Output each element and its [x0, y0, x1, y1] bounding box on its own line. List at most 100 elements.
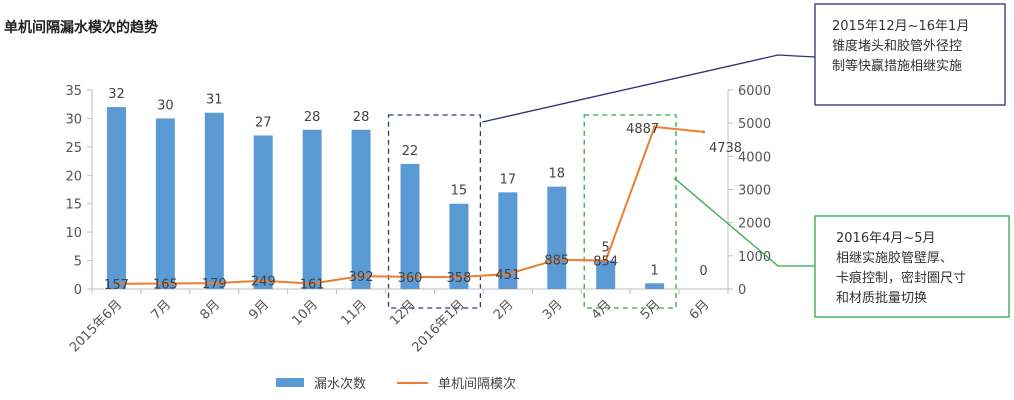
annotation-text: 和材质批量切换 — [836, 291, 927, 306]
y-right-tick-label: 6000 — [738, 84, 771, 99]
y-left-tick-label: 25 — [65, 141, 82, 156]
line-data-label: 4887 — [626, 122, 659, 137]
line-point — [114, 282, 118, 286]
line-data-label: 179 — [202, 277, 227, 292]
bar-data-label: 32 — [108, 87, 125, 102]
highlight-box — [387, 114, 482, 309]
bar-data-label: 22 — [402, 144, 419, 159]
legend-label-bars: 漏水次数 — [314, 376, 366, 392]
bar — [351, 129, 371, 289]
bar-data-label: 27 — [255, 115, 272, 130]
bar — [449, 203, 469, 289]
bar-data-label: 5 — [602, 241, 610, 256]
line-point — [408, 275, 412, 279]
line-data-label: 4738 — [709, 141, 742, 156]
bar-data-label: 17 — [500, 172, 517, 187]
bar-data-label: 18 — [548, 167, 565, 182]
annotation-text: 制等快赢措施相继实施 — [832, 58, 962, 74]
x-tick-label: 4月 — [589, 297, 615, 323]
x-tick-label: 11月 — [338, 297, 369, 328]
x-tick-label: 2015年6月 — [67, 297, 125, 355]
annotation-text: 2016年4月~5月 — [836, 231, 936, 246]
line-point — [702, 130, 706, 134]
x-tick-label: 2016年1月 — [410, 297, 468, 355]
y-left-tick-label: 35 — [65, 84, 82, 99]
y-left-tick-label: 10 — [65, 226, 82, 241]
bar-data-label: 28 — [304, 110, 321, 125]
bar-data-label: 28 — [353, 110, 370, 125]
line-series — [114, 125, 706, 286]
y-right-tick-label: 5000 — [738, 117, 771, 132]
line-point — [555, 258, 559, 262]
line-point — [310, 282, 314, 286]
line-point — [653, 125, 657, 129]
x-tick-label: 10月 — [289, 297, 320, 328]
y-left-tick-label: 20 — [65, 169, 82, 184]
bar — [253, 135, 273, 289]
line-point — [506, 272, 510, 276]
annotation-connector — [482, 54, 816, 123]
line-data-label: 392 — [349, 270, 374, 285]
annotation-text: 锥度堵头和胶管外径控 — [832, 38, 962, 54]
annotation-box — [814, 215, 1010, 318]
annotation-box — [814, 3, 1006, 106]
bar-data-label: 15 — [451, 184, 468, 199]
bar — [106, 107, 126, 289]
y-right-tick-label: 3000 — [738, 184, 771, 199]
x-tick-label: 7月 — [149, 297, 175, 323]
line-data-label: 161 — [300, 278, 325, 293]
highlight-box — [583, 114, 677, 309]
line-point — [457, 275, 461, 279]
bar — [302, 129, 322, 289]
x-tick-label: 6月 — [687, 297, 713, 323]
annotation-text: 相继实施胶管壁厚、 — [836, 250, 953, 266]
bar — [498, 192, 518, 289]
bar-series — [106, 107, 665, 289]
line-data-label: 451 — [495, 268, 520, 283]
annotation-text: 2015年12月~16年1月 — [832, 19, 969, 34]
line-point — [261, 279, 265, 283]
bar — [596, 260, 616, 289]
y-right-tick-label: 2000 — [738, 217, 771, 232]
legend-swatch-bars — [276, 378, 304, 387]
x-tick-label: 2月 — [491, 297, 517, 323]
y-left-tick-label: 5 — [74, 255, 82, 270]
bar-data-label: 0 — [699, 264, 707, 279]
chart-title: 单机间隔漏水模次的趋势 — [4, 19, 158, 36]
x-tick-label: 9月 — [246, 297, 272, 323]
x-tick-label: 5月 — [638, 297, 664, 323]
line-data-label: 854 — [593, 255, 618, 270]
line-data-label: 360 — [398, 271, 423, 286]
line-data-label: 249 — [251, 275, 276, 290]
line-data-label: 885 — [544, 254, 569, 269]
x-tick-label: 8月 — [197, 297, 223, 323]
x-tick-label: 3月 — [540, 297, 566, 323]
bar-data-label: 31 — [206, 93, 223, 108]
y-right-tick-label: 0 — [738, 283, 746, 298]
y-right-tick-label: 4000 — [738, 150, 771, 165]
legend-label-line: 单机间隔模次 — [438, 376, 516, 392]
y-left-tick-label: 0 — [74, 283, 82, 298]
annotation-connector — [673, 177, 815, 267]
y-left-tick-label: 30 — [65, 112, 82, 127]
line-point — [163, 282, 167, 286]
line-point — [212, 281, 216, 285]
data-labels: 32 30 31 27 28 28 22 15 17 18 5 1 0 157 165 179 249 161 39… — [104, 87, 742, 293]
bar — [155, 118, 175, 289]
bar — [204, 112, 224, 289]
bar — [547, 186, 567, 289]
highlight-boxes — [387, 114, 677, 309]
bar-data-label: 1 — [650, 263, 658, 278]
bar-data-label: 30 — [157, 98, 174, 113]
x-tick-label: 12月 — [387, 297, 418, 328]
annotation-text: 卡痕控制，密封圈尺寸 — [836, 270, 966, 286]
line-point — [604, 259, 608, 263]
y-right-tick-label: 1000 — [738, 250, 771, 265]
line-data-label: 358 — [447, 271, 472, 286]
line-point — [359, 274, 363, 278]
y-left-tick-label: 15 — [65, 198, 82, 213]
